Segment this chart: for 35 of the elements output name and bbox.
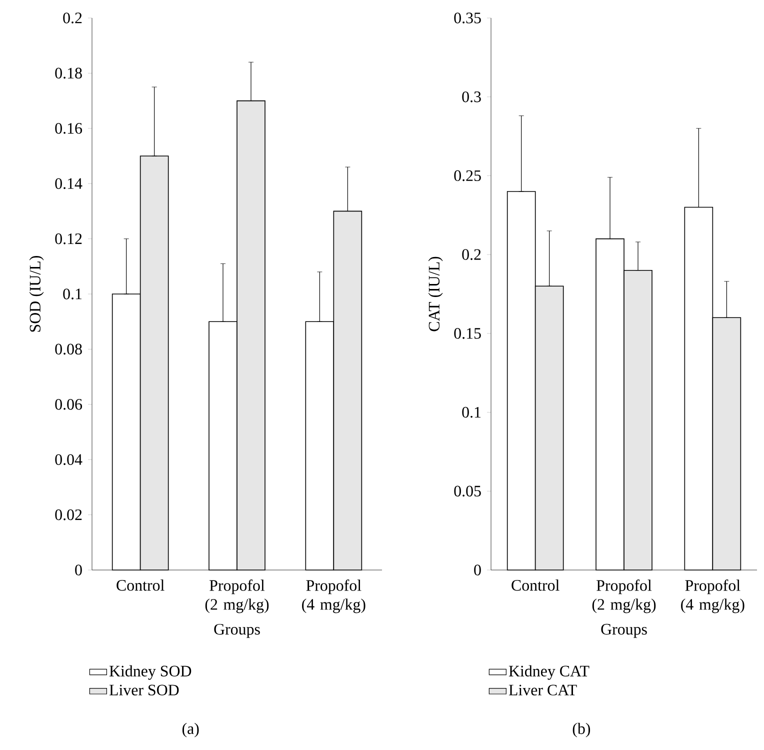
y-tick-label: 0.18 [55,68,82,79]
y-axis-title: SOD (IU/L) [29,256,44,332]
y-tick-label: 0.2 [63,12,82,24]
y-tick-label: 0.25 [454,170,481,182]
y-tick-label: 0.16 [55,122,82,134]
legend-label: Liver SOD [109,684,179,696]
y-axis-title: CAT (IU/L) [428,256,443,332]
x-tick-label: Propofol (4 mg/kg) [302,580,366,614]
y-tick-label: 0.35 [454,12,481,24]
text: (b) [572,722,590,738]
y-tick-label: 0.2 [462,249,481,260]
x-tick-label: Propofol (4 mg/kg) [681,580,744,614]
y-tick-label: 0.1 [462,406,481,418]
y-tick-label: 0.14 [55,178,82,190]
x-axis-title: Groups [214,624,260,638]
legend-label: Liver CAT [508,684,577,696]
y-tick-label: 0.04 [55,454,82,466]
y-tick-label: 0.06 [55,398,82,410]
y-tick-label: 0.1 [63,288,82,300]
y-tick-label: 0.02 [55,509,82,520]
legend-label: Kidney CAT [508,665,590,680]
x-tick-label: Propofol (2 mg/kg) [205,580,269,614]
y-tick-label: 0.08 [55,344,82,355]
x-tick-label: Control [116,580,164,591]
y-tick-label: 0.15 [454,328,481,339]
text: (a) [182,722,199,738]
x-tick-label: Propofol (2 mg/kg) [592,580,656,614]
y-tick-label: 0.05 [454,486,481,497]
y-tick-label: 0.12 [55,233,82,244]
y-tick-label: 0.3 [462,91,481,102]
x-axis-title: Groups [601,624,647,638]
y-tick-label: 0 [75,564,82,576]
y-tick-label: 0 [474,564,481,576]
x-tick-label: Control [512,580,560,591]
legend-label: Kidney SOD [109,665,192,680]
